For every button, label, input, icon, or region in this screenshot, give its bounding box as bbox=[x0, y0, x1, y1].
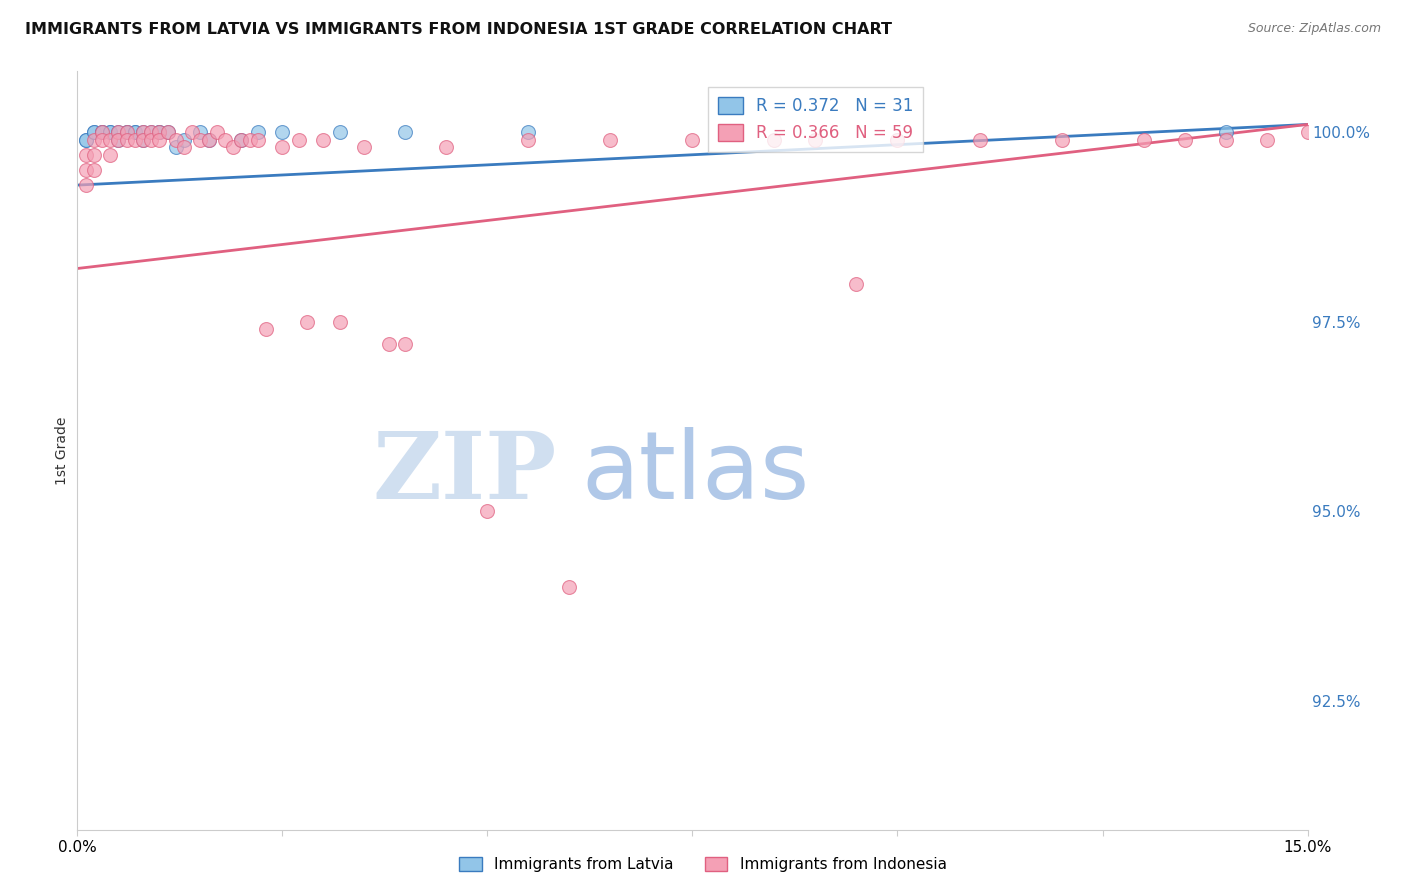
Point bbox=[148, 133, 170, 147]
Point bbox=[141, 125, 163, 139]
Point bbox=[188, 133, 212, 147]
Point bbox=[436, 140, 458, 154]
Point bbox=[107, 125, 129, 139]
Point bbox=[969, 133, 991, 147]
Point bbox=[132, 133, 155, 147]
Point bbox=[222, 140, 245, 154]
Point bbox=[804, 133, 827, 147]
Point bbox=[246, 133, 269, 147]
Point bbox=[231, 133, 253, 147]
Text: Source: ZipAtlas.com: Source: ZipAtlas.com bbox=[1247, 22, 1381, 36]
Point bbox=[1215, 125, 1237, 139]
Point bbox=[124, 125, 146, 139]
Point bbox=[115, 133, 138, 147]
Point bbox=[394, 125, 416, 139]
Point bbox=[682, 133, 704, 147]
Point bbox=[254, 322, 277, 336]
Point bbox=[197, 133, 219, 147]
Point bbox=[558, 580, 581, 594]
Point bbox=[107, 133, 129, 147]
Point bbox=[83, 133, 105, 147]
Point bbox=[477, 504, 499, 518]
Point bbox=[239, 133, 262, 147]
Point bbox=[763, 133, 786, 147]
Point bbox=[115, 125, 138, 139]
Point bbox=[83, 163, 105, 178]
Point bbox=[1050, 133, 1073, 147]
Point bbox=[98, 125, 121, 139]
Point bbox=[517, 133, 540, 147]
Point bbox=[271, 125, 294, 139]
Legend: Immigrants from Latvia, Immigrants from Indonesia: Immigrants from Latvia, Immigrants from … bbox=[451, 849, 955, 880]
Point bbox=[197, 133, 219, 147]
Text: atlas: atlas bbox=[582, 427, 810, 519]
Point bbox=[141, 125, 163, 139]
Point bbox=[231, 133, 253, 147]
Point bbox=[98, 148, 121, 162]
Point bbox=[148, 125, 170, 139]
Point bbox=[132, 125, 155, 139]
Point bbox=[141, 133, 163, 147]
Point bbox=[98, 133, 121, 147]
Point bbox=[378, 337, 401, 351]
Point bbox=[165, 140, 187, 154]
Point bbox=[1174, 133, 1197, 147]
Point bbox=[1132, 133, 1154, 147]
Text: ZIP: ZIP bbox=[373, 428, 557, 518]
Point bbox=[329, 315, 352, 329]
Point bbox=[83, 125, 105, 139]
Point bbox=[115, 125, 138, 139]
Point bbox=[181, 125, 204, 139]
Point bbox=[394, 337, 416, 351]
Point bbox=[288, 133, 311, 147]
Point bbox=[312, 133, 335, 147]
Point bbox=[75, 163, 97, 178]
Point bbox=[107, 133, 129, 147]
Point bbox=[246, 125, 269, 139]
Legend: R = 0.372   N = 31, R = 0.366   N = 59: R = 0.372 N = 31, R = 0.366 N = 59 bbox=[707, 87, 924, 152]
Point bbox=[90, 125, 114, 139]
Point bbox=[1256, 133, 1278, 147]
Point bbox=[353, 140, 375, 154]
Point bbox=[156, 125, 179, 139]
Point bbox=[271, 140, 294, 154]
Y-axis label: 1st Grade: 1st Grade bbox=[55, 417, 69, 484]
Point bbox=[124, 133, 146, 147]
Point bbox=[90, 125, 114, 139]
Point bbox=[188, 125, 212, 139]
Point bbox=[329, 125, 352, 139]
Point bbox=[83, 148, 105, 162]
Point bbox=[517, 125, 540, 139]
Text: IMMIGRANTS FROM LATVIA VS IMMIGRANTS FROM INDONESIA 1ST GRADE CORRELATION CHART: IMMIGRANTS FROM LATVIA VS IMMIGRANTS FRO… bbox=[25, 22, 893, 37]
Point bbox=[75, 178, 97, 193]
Point bbox=[1215, 133, 1237, 147]
Point bbox=[98, 125, 121, 139]
Point bbox=[90, 125, 114, 139]
Point bbox=[599, 133, 621, 147]
Point bbox=[205, 125, 228, 139]
Point bbox=[156, 125, 179, 139]
Point bbox=[214, 133, 236, 147]
Point bbox=[1296, 125, 1319, 139]
Point bbox=[75, 148, 97, 162]
Point bbox=[75, 133, 97, 147]
Point bbox=[83, 125, 105, 139]
Point bbox=[148, 125, 170, 139]
Point bbox=[148, 125, 170, 139]
Point bbox=[124, 125, 146, 139]
Point bbox=[165, 133, 187, 147]
Point bbox=[845, 277, 868, 291]
Point bbox=[173, 133, 195, 147]
Point bbox=[107, 125, 129, 139]
Point bbox=[295, 315, 318, 329]
Point bbox=[75, 133, 97, 147]
Point bbox=[90, 133, 114, 147]
Point bbox=[173, 140, 195, 154]
Point bbox=[132, 125, 155, 139]
Point bbox=[886, 133, 908, 147]
Point bbox=[115, 125, 138, 139]
Point bbox=[132, 133, 155, 147]
